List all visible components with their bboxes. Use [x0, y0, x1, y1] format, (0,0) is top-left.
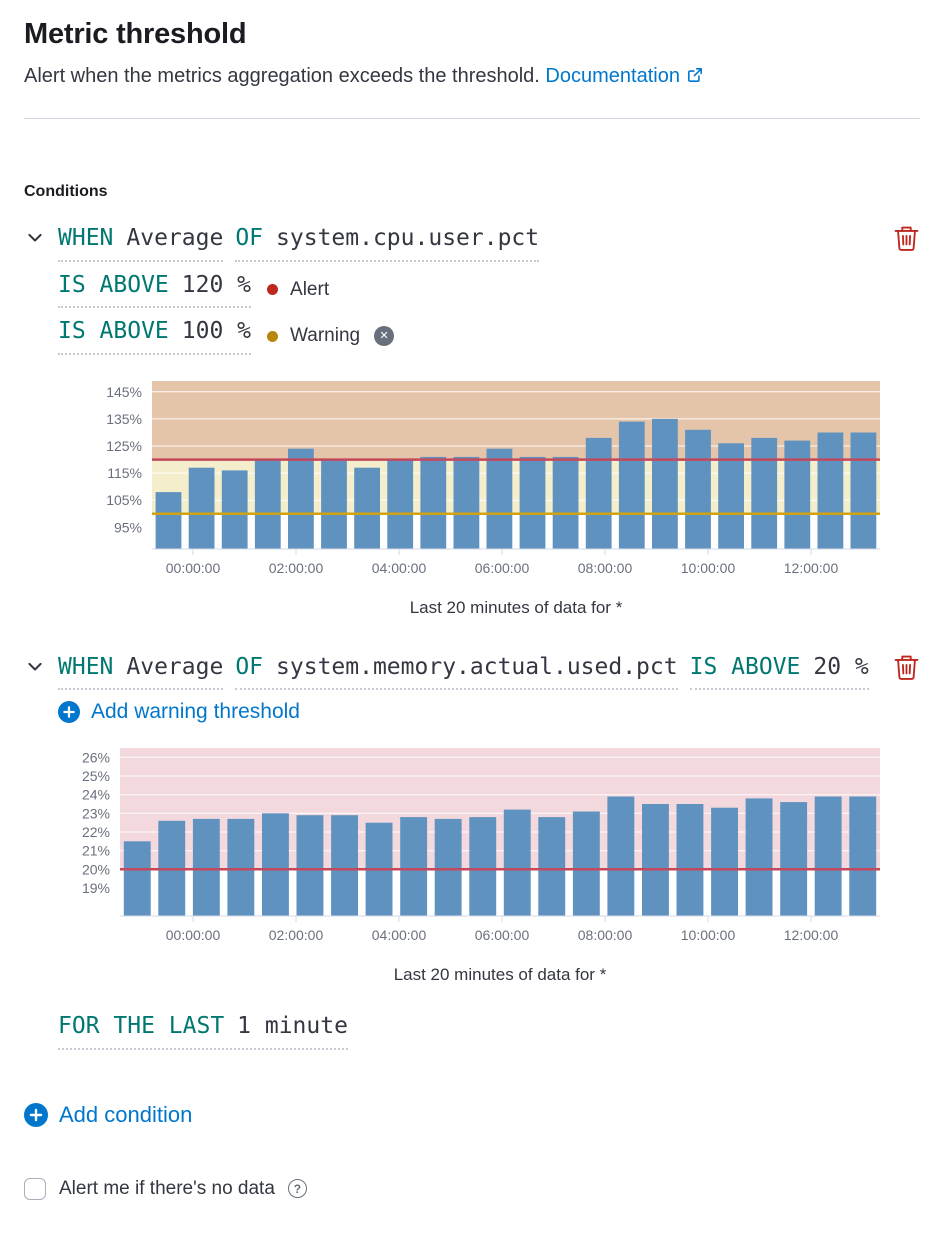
conditions-section-label: Conditions	[24, 183, 108, 200]
for-the-last-keyword: FOR THE LAST	[58, 1013, 225, 1040]
warning-threshold-expression[interactable]: IS ABOVE 100 %	[58, 318, 252, 355]
of-metric-expression[interactable]: OF system.memory.actual.used.pct	[235, 653, 678, 691]
svg-text:135%: 135%	[106, 411, 142, 427]
alert-operator: IS ABOVE	[58, 271, 169, 298]
warning-threshold-value: 100 %	[181, 318, 252, 345]
svg-text:06:00:00: 06:00:00	[475, 560, 530, 576]
trash-icon	[894, 655, 919, 680]
add-warning-threshold-button[interactable]: Add warning threshold	[58, 700, 300, 724]
plus-circle-icon	[58, 701, 80, 724]
when-aggregation-expression[interactable]: WHEN Average	[58, 225, 224, 262]
svg-text:02:00:00: 02:00:00	[269, 927, 324, 943]
page-title: Metric threshold	[24, 18, 247, 50]
condition-2-chart: 19% 20% 21% 22% 23% 24% 25% 26% 00:00:00 02:00:00…	[32, 742, 882, 985]
when-aggregation-expression[interactable]: WHEN Average	[58, 653, 224, 691]
svg-text:08:00:00: 08:00:00	[578, 560, 633, 576]
alert-threshold-value: 20 %	[813, 653, 869, 680]
svg-text:95%: 95%	[114, 519, 142, 535]
svg-text:12:00:00: 12:00:00	[784, 560, 839, 576]
condition-2: WHEN Average OF system.memory.actual.used.…	[24, 654, 920, 1050]
no-data-row: Alert me if there's no data ?	[24, 1177, 920, 1200]
condition-1-chart: 95% 105% 115% 125% 135% 145% 00:00:00 02:00:00 0…	[32, 375, 882, 618]
for-the-last-row: FOR THE LAST 1 minute	[58, 1013, 920, 1050]
svg-text:06:00:00: 06:00:00	[475, 927, 530, 943]
when-keyword: WHEN	[58, 225, 114, 251]
memory-preview-chart: 19% 20% 21% 22% 23% 24% 25% 26% 00:00:00 02:00:00…	[82, 748, 880, 943]
trash-icon	[894, 226, 919, 251]
svg-text:02:00:00: 02:00:00	[269, 560, 324, 576]
warning-label: Warning	[290, 325, 361, 347]
page-subtitle: Alert when the metrics aggregation excee…	[24, 65, 920, 88]
alert-operator: IS ABOVE	[689, 653, 801, 680]
question-icon[interactable]: ?	[287, 1179, 307, 1199]
svg-text:04:00:00: 04:00:00	[372, 560, 427, 576]
remove-warning-button[interactable]: ✕	[374, 326, 395, 347]
of-keyword: OF	[235, 225, 264, 251]
warning-threshold-row: IS ABOVE 100 % Warning ✕	[58, 318, 920, 355]
aggregation-value: Average	[126, 225, 224, 251]
for-the-last-expression[interactable]: FOR THE LAST 1 minute	[58, 1013, 348, 1050]
documentation-link-label: Documentation	[545, 65, 680, 87]
svg-text:25%: 25%	[82, 768, 110, 784]
svg-text:10:00:00: 10:00:00	[681, 927, 736, 943]
plus-circle-icon	[24, 1102, 48, 1127]
svg-text:115%: 115%	[107, 465, 142, 481]
svg-text:19%: 19%	[82, 880, 110, 896]
svg-text:145%: 145%	[106, 384, 142, 400]
no-data-checkbox[interactable]	[24, 1177, 46, 1200]
alert-threshold-value: 120 %	[181, 271, 252, 298]
metric-value: system.cpu.user.pct	[276, 225, 540, 251]
alert-threshold-expression[interactable]: IS ABOVE 20 %	[689, 653, 869, 691]
delete-condition-2-button[interactable]	[893, 654, 920, 684]
svg-text:125%: 125%	[106, 438, 142, 454]
when-keyword: WHEN	[58, 653, 114, 680]
svg-text:10:00:00: 10:00:00	[681, 560, 736, 576]
add-warning-threshold-label: Add warning threshold	[91, 700, 300, 724]
alert-label: Alert	[290, 278, 330, 300]
alert-threshold-row: IS ABOVE 120 % Alert	[58, 272, 920, 309]
add-condition-label: Add condition	[59, 1101, 193, 1127]
svg-text:00:00:00: 00:00:00	[166, 560, 221, 576]
close-icon: ✕	[379, 330, 389, 343]
chart-caption: Last 20 minutes of data for *	[393, 965, 607, 985]
svg-text:12:00:00: 12:00:00	[784, 927, 839, 943]
cpu-preview-chart: 95% 105% 115% 125% 135% 145% 00:00:00 02:00:00 0…	[106, 380, 880, 576]
condition-2-collapse-button[interactable]	[24, 654, 46, 680]
condition-1-collapse-button[interactable]	[24, 225, 46, 251]
divider	[24, 118, 920, 119]
svg-text:00:00:00: 00:00:00	[166, 927, 221, 943]
svg-text:08:00:00: 08:00:00	[578, 927, 633, 943]
condition-2-header: WHEN Average OF system.memory.actual.used.…	[24, 654, 920, 691]
chevron-down-icon	[28, 233, 42, 242]
svg-text:21%: 21%	[82, 843, 110, 859]
subtitle-text: Alert when the metrics aggregation excee…	[24, 65, 540, 87]
delete-condition-1-button[interactable]	[893, 225, 920, 255]
aggregation-value: Average	[126, 653, 224, 680]
svg-text:105%: 105%	[106, 492, 142, 508]
svg-text:23%: 23%	[82, 806, 110, 822]
documentation-link[interactable]: Documentation	[545, 65, 704, 87]
metric-value: system.memory.actual.used.pct	[276, 653, 678, 680]
of-keyword: OF	[235, 653, 264, 680]
svg-text:20%: 20%	[82, 862, 110, 878]
chevron-down-icon	[28, 662, 42, 671]
warning-color-dot	[267, 330, 279, 342]
svg-text:04:00:00: 04:00:00	[372, 927, 427, 943]
svg-text:24%: 24%	[82, 787, 110, 803]
alert-threshold-expression[interactable]: IS ABOVE 120 %	[58, 271, 252, 309]
chart-caption: Last 20 minutes of data for *	[409, 597, 623, 617]
svg-text:26%: 26%	[82, 750, 110, 766]
condition-1-header: WHEN Average OF system.cpu.user.pct	[24, 225, 920, 262]
alert-color-dot	[267, 284, 279, 296]
svg-text:22%: 22%	[82, 824, 110, 840]
for-the-last-value: 1 minute	[237, 1013, 348, 1040]
of-metric-expression[interactable]: OF system.cpu.user.pct	[235, 225, 540, 262]
external-link-icon	[687, 68, 702, 82]
condition-1: WHEN Average OF system.cpu.user.pct IS ABO…	[24, 225, 920, 618]
no-data-label: Alert me if there's no data	[59, 1177, 275, 1199]
warning-operator: IS ABOVE	[58, 318, 169, 345]
add-condition-button[interactable]: Add condition	[24, 1102, 192, 1128]
